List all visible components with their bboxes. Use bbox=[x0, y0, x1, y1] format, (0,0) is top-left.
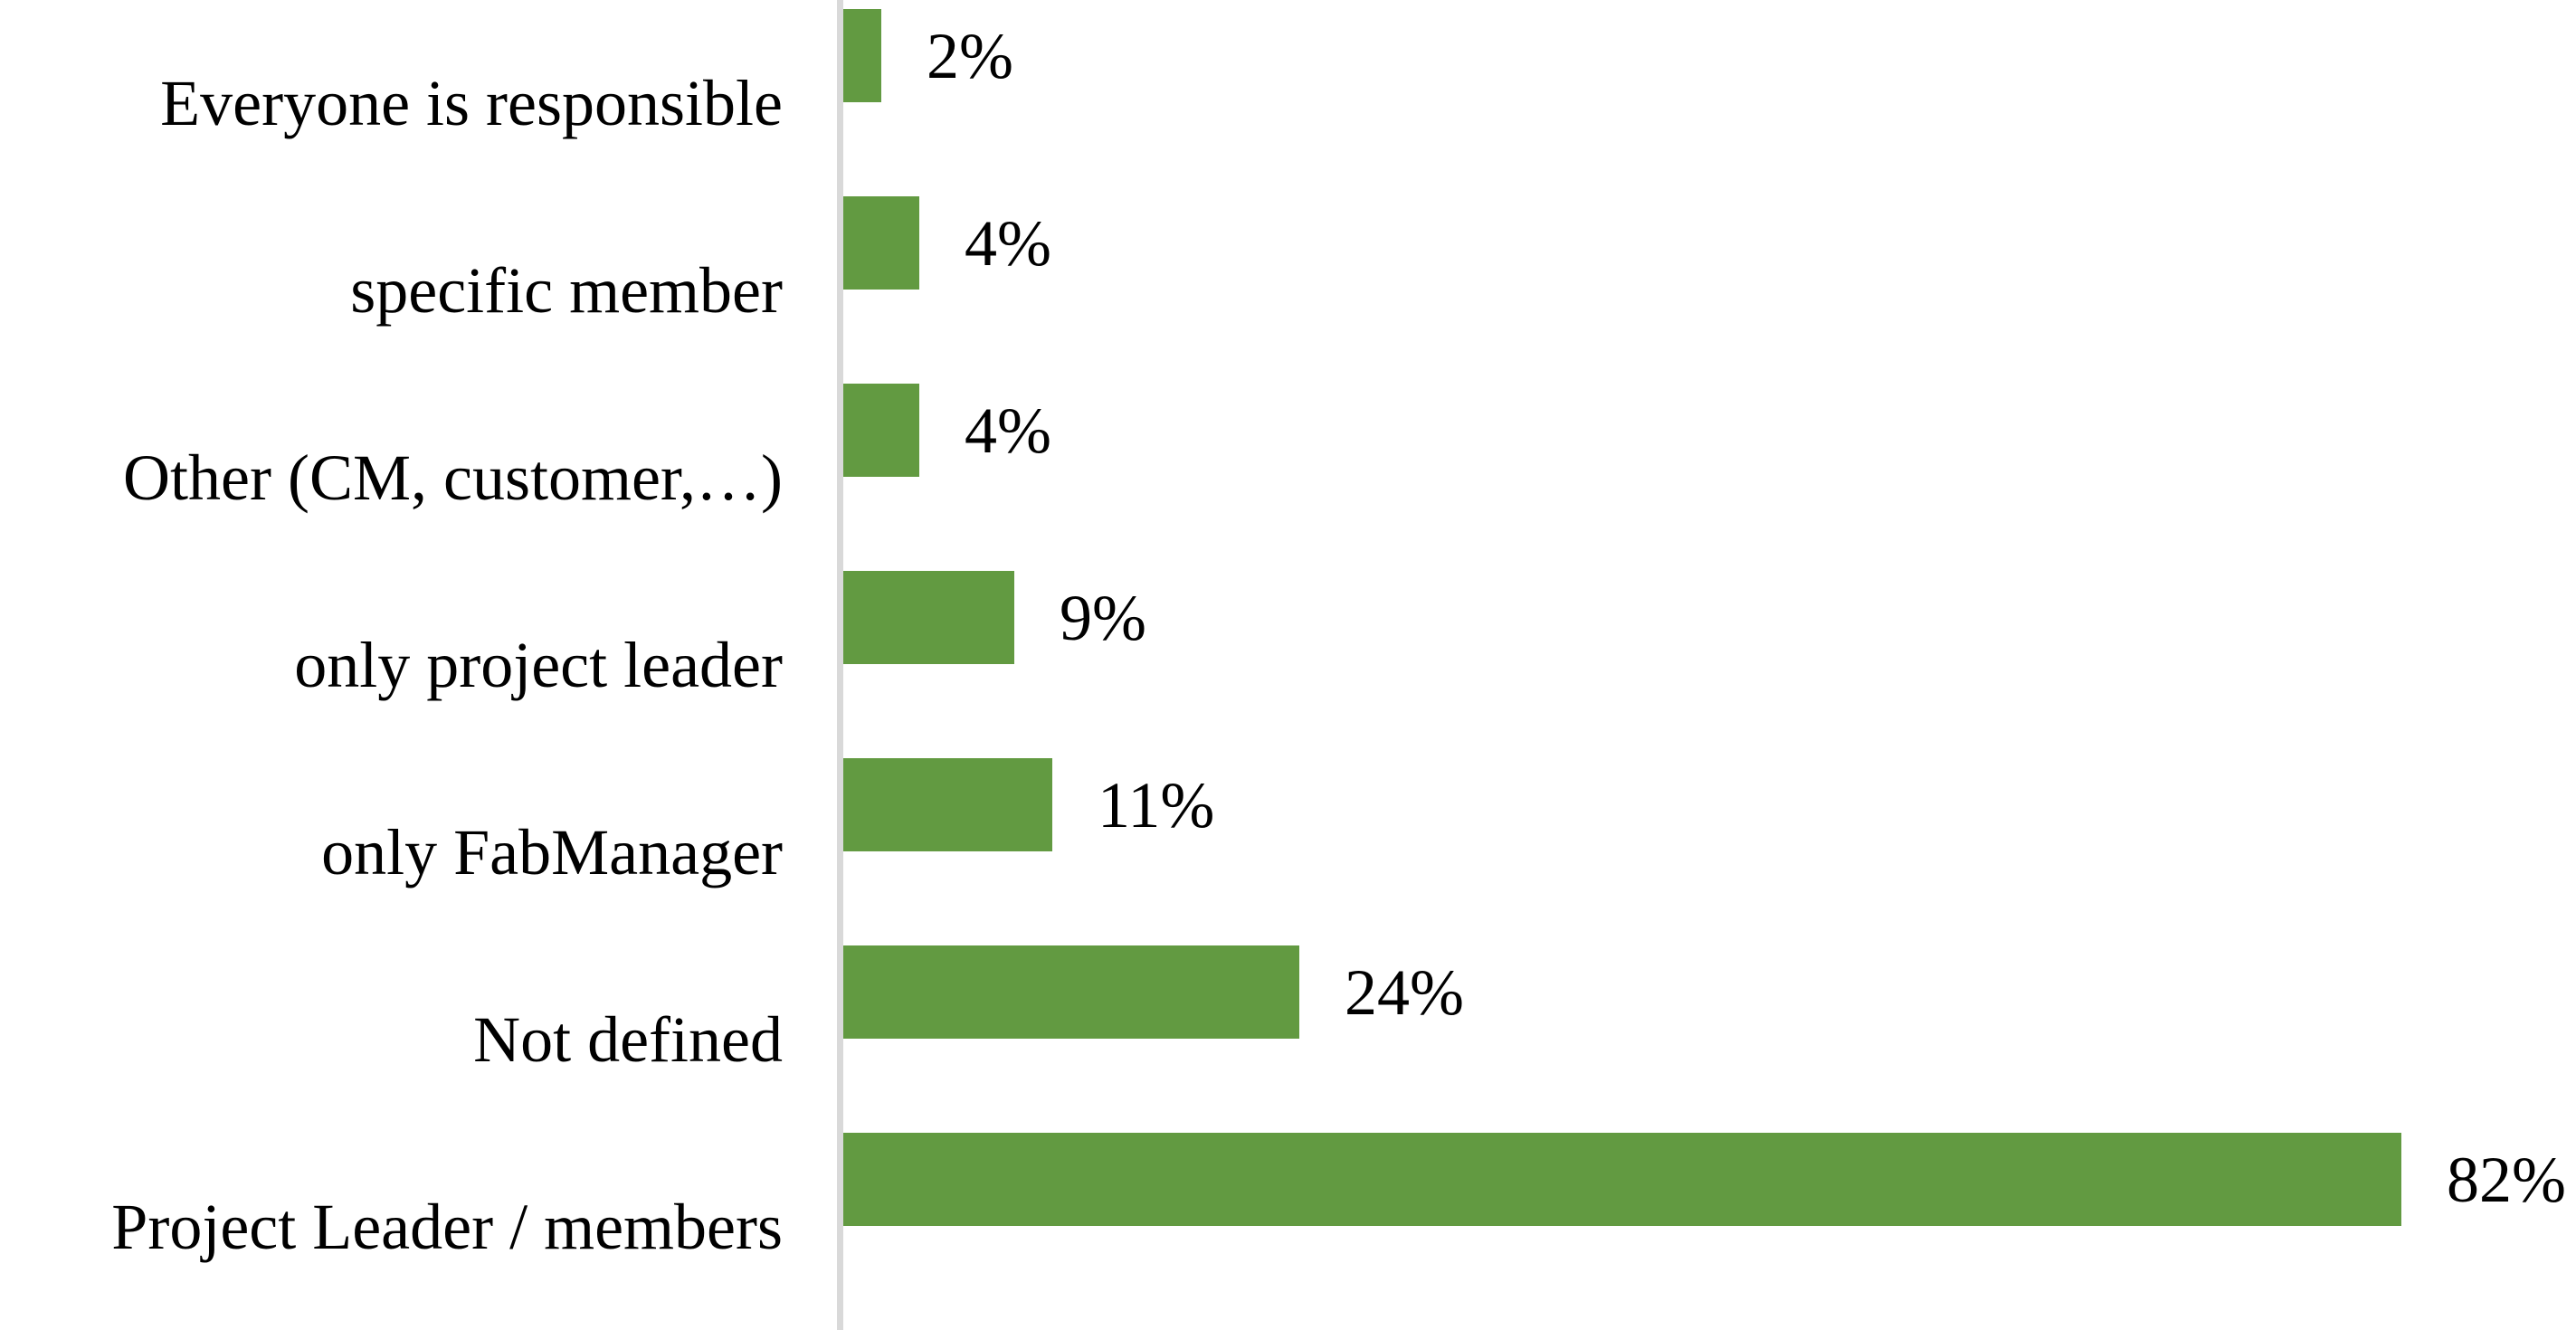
category-label: Not defined bbox=[473, 1002, 783, 1076]
value-label: 11% bbox=[1098, 768, 1215, 841]
category-label: only FabManager bbox=[321, 815, 783, 888]
category-label: only project leader bbox=[294, 628, 783, 701]
value-label: 2% bbox=[927, 19, 1013, 92]
value-label: 4% bbox=[965, 206, 1051, 280]
value-label: 82% bbox=[2447, 1143, 2566, 1216]
value-label: 9% bbox=[1060, 581, 1146, 654]
bar bbox=[843, 196, 919, 290]
bar bbox=[843, 9, 881, 102]
value-label: 4% bbox=[965, 394, 1051, 467]
category-label: Other (CM, customer,…) bbox=[123, 441, 783, 514]
category-label: Everyone is responsible bbox=[160, 66, 783, 139]
value-label: 24% bbox=[1345, 955, 1464, 1029]
category-label: specific member bbox=[350, 253, 783, 327]
category-label: Project Leader / members bbox=[111, 1190, 783, 1263]
bar bbox=[843, 945, 1299, 1039]
bar bbox=[843, 384, 919, 477]
bar bbox=[843, 758, 1052, 851]
bar bbox=[843, 571, 1014, 664]
category-axis-line bbox=[837, 0, 843, 1330]
bar bbox=[843, 1133, 2401, 1226]
